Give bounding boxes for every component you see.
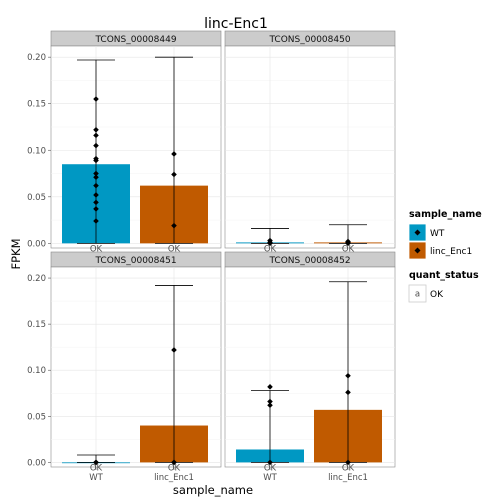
- data-point-tcons-00008452-wt: [267, 459, 273, 466]
- data-point-tcons-00008449-wt: [93, 174, 99, 181]
- data-point-tcons-00008452-wt: [267, 398, 273, 405]
- status-label-tcons-00008450-linc-enc1: OK: [342, 244, 355, 254]
- data-point-tcons-00008452-wt: [267, 402, 273, 409]
- data-point-tcons-00008449-wt: [93, 192, 99, 198]
- x-tick-label-wt: WT: [89, 473, 103, 483]
- y-tick-label: 0.10: [27, 146, 46, 156]
- x-axis-title: sample_name: [173, 483, 253, 497]
- legend: sample_name WT linc_Enc1 quant_status a OK: [408, 209, 482, 303]
- data-point-tcons-00008451-linc-enc1: [171, 347, 177, 353]
- chart-title: linc-Enc1: [204, 16, 268, 32]
- data-point-tcons-00008452-wt: [267, 384, 273, 390]
- x-axis-ticks: WT linc_Enc1 WT linc_Enc1: [89, 467, 368, 483]
- data-point-tcons-00008449-wt: [93, 218, 99, 224]
- y-tick-label: 0.10: [27, 366, 46, 376]
- data-point-tcons-00008449-wt: [93, 199, 99, 206]
- data-point-tcons-00008449-wt: [93, 157, 99, 164]
- status-label-tcons-00008450-wt: OK: [264, 244, 277, 254]
- y-tick-label: 0.15: [27, 100, 46, 110]
- y-tick-label: 0.05: [27, 193, 46, 203]
- y-axis-title: FPKM: [9, 238, 23, 269]
- strip-label-tcons-00008451: TCONS_00008451: [94, 256, 176, 266]
- legend-shape-entries: a OK: [408, 284, 444, 303]
- legend-shape-label-ok: OK: [430, 290, 444, 300]
- legend-label-linc-enc1: linc_Enc1: [430, 247, 472, 257]
- data-point-tcons-00008449-linc-enc1: [171, 171, 177, 178]
- y-tick-label: 0.00: [27, 458, 46, 468]
- y-tick-label: 0.20: [27, 274, 46, 284]
- data-point-tcons-00008452-linc-enc1: [345, 459, 351, 466]
- legend-title-quant-status: quant_status: [409, 270, 479, 281]
- legend-fill-entries: WT linc_Enc1: [408, 223, 472, 260]
- data-point-tcons-00008449-wt: [93, 96, 99, 102]
- data-point-tcons-00008449-wt: [93, 126, 99, 133]
- status-label-tcons-00008449-wt: OK: [90, 244, 103, 254]
- legend-label-wt: WT: [430, 229, 445, 239]
- data-point-tcons-00008449-wt: [93, 170, 99, 177]
- data-point-tcons-00008452-linc-enc1: [345, 372, 351, 379]
- legend-shape-key-glyph-ok: a: [415, 290, 420, 300]
- data-point-tcons-00008451-linc-enc1: [171, 459, 177, 466]
- legend-key-point-wt: [414, 229, 421, 236]
- data-point-tcons-00008449-wt: [93, 132, 99, 139]
- panel-tcons-00008450: TCONS_00008450 OK OK: [224, 30, 396, 254]
- strip-label-tcons-00008450: TCONS_00008450: [268, 35, 350, 45]
- y-tick-label: 0.20: [27, 53, 46, 63]
- data-point-tcons-00008450-wt: [267, 240, 273, 247]
- data-point-tcons-00008451-wt: [93, 459, 99, 466]
- data-point-tcons-00008449-wt: [93, 182, 99, 189]
- y-axis-ticks: 0.00 0.05 0.10 0.15 0.20 0.00 0.05 0.10 0.15 0.20: [27, 53, 51, 468]
- strip-label-tcons-00008449: TCONS_00008449: [94, 35, 176, 45]
- y-tick-label: 0.00: [27, 239, 46, 249]
- x-tick-label-linc-enc1: linc_Enc1: [154, 473, 194, 483]
- status-label-tcons-00008449-linc-enc1: OK: [168, 244, 181, 254]
- panel-bg-tcons-00008450: [224, 45, 396, 249]
- data-point-tcons-00008449-linc-enc1: [171, 151, 177, 157]
- panel-tcons-00008449: TCONS_00008449 OK OK: [50, 30, 222, 254]
- data-point-tcons-00008449-wt: [93, 206, 99, 212]
- x-tick-label-wt: WT: [263, 473, 277, 483]
- data-point-tcons-00008452-linc-enc1: [345, 389, 351, 396]
- strip-label-tcons-00008452: TCONS_00008452: [268, 256, 350, 266]
- data-point-tcons-00008450-linc-enc1: [345, 240, 351, 247]
- x-tick-label-linc-enc1: linc_Enc1: [328, 473, 368, 483]
- y-tick-label: 0.05: [27, 412, 46, 422]
- data-point-tcons-00008449-wt: [93, 142, 99, 149]
- data-point-tcons-00008449-linc-enc1: [171, 222, 177, 229]
- legend-title-sample-name: sample_name: [409, 209, 482, 220]
- legend-shape-key-ok: [408, 284, 427, 303]
- y-tick-label: 0.15: [27, 320, 46, 330]
- legend-key-point-linc-enc1: [414, 247, 421, 254]
